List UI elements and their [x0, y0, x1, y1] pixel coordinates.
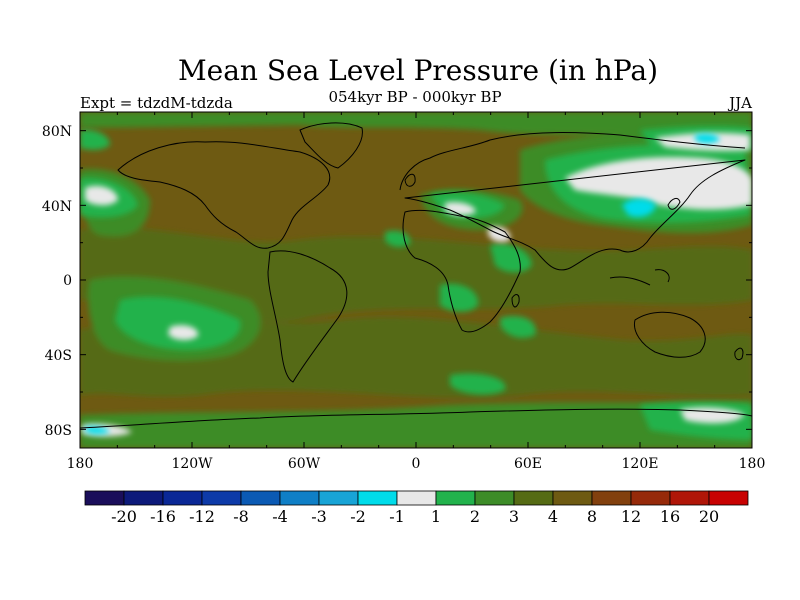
- latitude-labels: 80N 40N 0 40S 80S: [42, 124, 72, 439]
- antarctica-coast: [80, 408, 752, 429]
- colorbar: [84, 490, 749, 506]
- colorbar-label: -1: [389, 507, 405, 526]
- lon-label-60w: 60W: [288, 456, 321, 472]
- period-label: 054kyr BP - 000kyr BP: [328, 88, 501, 106]
- colorbar-label: 20: [699, 507, 719, 526]
- colorbar-swatch: [201, 490, 242, 506]
- lon-label-180w: 180: [67, 456, 94, 472]
- lon-label-120e: 120E: [622, 456, 659, 472]
- colorbar-swatch: [669, 490, 710, 506]
- lon-label-60e: 60E: [514, 456, 542, 472]
- colorbar-swatch: [552, 490, 593, 506]
- colorbar-label: 16: [660, 507, 680, 526]
- lat-label-40n: 40N: [42, 199, 72, 215]
- greenland-coast: [299, 122, 363, 169]
- colorbar-swatch: [435, 490, 476, 506]
- atlantic-patch-2: [440, 283, 479, 312]
- colorbar-swatch: [357, 490, 398, 506]
- arctic-patch-neg: [695, 133, 720, 144]
- longitude-labels: 180 120W 60W 0 60E 120E 180: [67, 456, 766, 472]
- colorbar-label: 3: [509, 507, 519, 526]
- lon-label-120w: 120W: [171, 456, 213, 472]
- axis-ticks: [79, 112, 753, 448]
- colorbar-swatch: [279, 490, 320, 506]
- lon-label-0: 0: [412, 456, 421, 472]
- madagascar-coast: [511, 294, 520, 308]
- colorbar-label: -20: [111, 507, 137, 526]
- colorbar-label: -3: [311, 507, 327, 526]
- wilkes-patch-1: [680, 407, 745, 424]
- ross-sea-patch-neg: [85, 426, 110, 435]
- colorbar-swatch: [708, 490, 749, 506]
- lat-label-80n: 80N: [42, 124, 72, 140]
- south-america-coast: [267, 250, 348, 383]
- arctic-west-patch-2: [80, 129, 110, 150]
- colorbar-swatch: [513, 490, 554, 506]
- colorbar-swatch: [474, 490, 515, 506]
- coastlines: [80, 122, 752, 429]
- colorbar-swatch: [396, 490, 437, 506]
- new-zealand-coast: [734, 347, 744, 361]
- eurasia-coast: [399, 132, 746, 271]
- chart-title: Mean Sea Level Pressure (in hPa): [178, 54, 658, 87]
- colorbar-label: 1: [431, 507, 441, 526]
- japan-coast: [667, 197, 681, 210]
- colorbar-swatch: [318, 490, 359, 506]
- colorbar-label: 4: [548, 507, 558, 526]
- colorbar-label: 2: [470, 507, 480, 526]
- lat-label-0: 0: [63, 273, 72, 289]
- lon-label-180e: 180: [739, 456, 766, 472]
- colorbar-label: -2: [350, 507, 366, 526]
- siberia-patch-1: [565, 157, 752, 210]
- north-america-coast: [117, 141, 331, 249]
- colorbar-label: -12: [189, 507, 215, 526]
- antarctic-band-3: [80, 400, 752, 448]
- lat-label-40s: 40S: [45, 348, 72, 364]
- uk-coast: [404, 173, 416, 187]
- colorbar-swatch: [591, 490, 632, 506]
- north-pacific-patch-1: [85, 185, 118, 206]
- colorbar-swatch: [240, 490, 281, 506]
- colorbar-swatch: [123, 490, 164, 506]
- colorbar-swatch: [84, 490, 125, 506]
- africa-patch-2: [490, 243, 532, 273]
- southeast-pacific-patch-2: [500, 315, 536, 338]
- east-asia-patch-neg: [622, 198, 656, 217]
- colorbar-swatch: [630, 490, 671, 506]
- indian-patch-2: [450, 373, 506, 395]
- map-panel: [79, 111, 753, 449]
- mediterranean-patch-1: [445, 202, 476, 216]
- lat-label-80s: 80S: [45, 423, 72, 439]
- polar-north-3: [80, 112, 752, 135]
- season-label: JJA: [727, 94, 752, 112]
- colorbar-label: -4: [272, 507, 288, 526]
- experiment-label: Expt = tdzdM-tdzda: [80, 94, 233, 112]
- colorbar-swatch: [162, 490, 203, 506]
- africa-coast: [402, 209, 521, 333]
- indonesia-coast: [609, 269, 670, 286]
- colorbar-label: 12: [621, 507, 641, 526]
- pressure-field: [80, 112, 752, 448]
- south-pacific-patch-1: [168, 325, 199, 341]
- colorbar-label: -16: [150, 507, 176, 526]
- colorbar-label: -8: [233, 507, 249, 526]
- colorbar-labels: -20 -16 -12 -8 -4 -3 -2 -1 1 2 3 4 8 12 …: [111, 507, 719, 526]
- colorbar-label: 8: [587, 507, 597, 526]
- tropical-band-4: [80, 227, 752, 323]
- australia-coast: [633, 311, 706, 358]
- pacific-patch-2: [115, 296, 241, 351]
